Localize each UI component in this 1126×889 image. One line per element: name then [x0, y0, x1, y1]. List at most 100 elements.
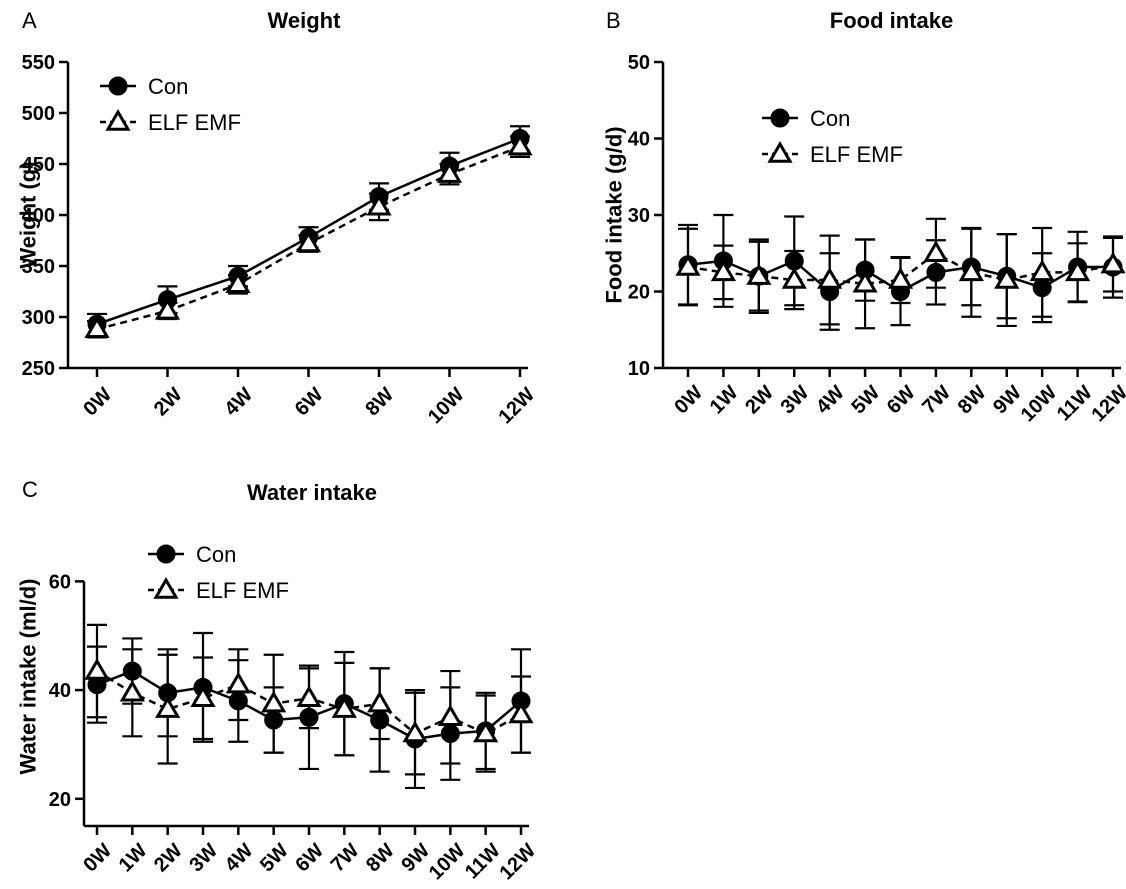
point-b-elf-emf-8w	[958, 259, 984, 282]
series-a-elf-emf	[84, 133, 533, 339]
point-b-elf-emf-11w	[1064, 259, 1091, 282]
chart-title-b: Food intake	[830, 8, 953, 33]
legend-label-a-con: Con	[148, 74, 188, 99]
y-tick-label-b-50: 50	[628, 52, 650, 74]
y-tick-label-a-500: 500	[22, 103, 55, 125]
x-tick-label-b-1w: 1W	[706, 382, 743, 419]
y-tick-label-a-350: 350	[22, 256, 55, 278]
point-a-elf-emf-8w	[366, 193, 392, 216]
series-a-con	[87, 125, 530, 336]
point-b-elf-emf-7w	[923, 240, 949, 262]
y-tick-label-a-300: 300	[22, 307, 55, 329]
y-axis-label-b: Food intake (g/d)	[602, 126, 627, 303]
x-tick-label-a-8w: 8W	[361, 384, 398, 421]
x-tick-label-c-5w: 5W	[256, 840, 293, 877]
y-axis-label-a: Weight (g)	[16, 161, 41, 268]
point-c-elf-emf-8w	[367, 690, 393, 713]
y-axis-label-c: Water intake (ml/d)	[16, 579, 41, 775]
legend-item-b-elf-emf: ELF EMF	[762, 141, 903, 167]
series-b-elf-emf	[675, 217, 1126, 330]
legend-label-c-con: Con	[196, 542, 236, 567]
y-tick-label-c-60: 60	[49, 571, 71, 593]
legend-label-a-elf-emf: ELF EMF	[148, 110, 241, 135]
legend-marker-a-elf-emf	[105, 109, 131, 131]
x-tick-label-a-10w: 10W	[424, 384, 469, 429]
point-b-elf-emf-10w	[1029, 259, 1055, 282]
legend-item-a-con: Con	[100, 74, 188, 99]
x-tick-label-b-8w: 8W	[954, 382, 991, 419]
point-b-elf-emf-3w	[781, 267, 807, 289]
point-c-elf-emf-11w	[473, 720, 499, 743]
point-a-elf-emf-4w	[225, 271, 251, 294]
x-tick-label-c-6w: 6W	[291, 840, 328, 877]
legend-label-b-elf-emf: ELF EMF	[810, 142, 903, 167]
point-c-elf-emf-4w	[225, 671, 251, 694]
legend-marker-c-elf-emf	[153, 577, 179, 599]
x-tick-label-a-4w: 4W	[220, 384, 257, 421]
y-tick-label-b-10: 10	[628, 358, 650, 380]
legend-label-b-con: Con	[810, 106, 850, 131]
y-tick-label-c-40: 40	[49, 680, 71, 702]
point-c-elf-emf-3w	[190, 685, 216, 707]
point-b-elf-emf-12w	[1100, 251, 1126, 274]
x-tick-label-a-12w: 12W	[495, 384, 540, 429]
point-b-elf-emf-5w	[852, 270, 878, 293]
x-tick-label-b-11w: 11W	[1053, 382, 1097, 426]
chart-title-c: Water intake	[247, 480, 377, 505]
y-tick-label-b-30: 30	[628, 205, 650, 227]
x-tick-label-c-10w: 10W	[425, 840, 470, 885]
x-tick-label-b-3w: 3W	[777, 382, 814, 419]
panel-letter-c: C	[22, 477, 38, 502]
point-c-elf-emf-7w	[331, 696, 357, 718]
x-tick-label-b-6w: 6W	[883, 382, 920, 419]
chart-title-a: Weight	[268, 8, 342, 33]
y-tick-label-a-550: 550	[22, 52, 55, 74]
panel-letter-a: A	[22, 8, 37, 33]
point-c-elf-emf-5w	[261, 690, 287, 713]
legend-a: Con ELF EMF	[100, 74, 241, 135]
chart-panel-a: A Weight 250 300 350 400 450 500 550 Weight (g) 0W…	[16, 8, 540, 428]
point-c-elf-emf-0w	[84, 658, 110, 680]
y-tick-label-c-20: 20	[49, 789, 71, 811]
legend-marker-b-elf-emf	[767, 141, 793, 163]
point-a-elf-emf-10w	[436, 161, 463, 183]
series-c-elf-emf	[84, 623, 534, 776]
point-c-elf-emf-9w	[402, 720, 428, 743]
legend-item-c-elf-emf: ELF EMF	[148, 577, 289, 603]
point-a-elf-emf-12w	[507, 133, 533, 156]
point-b-elf-emf-4w	[817, 267, 843, 289]
point-c-elf-emf-12w	[508, 701, 534, 724]
x-tick-label-b-0w: 0W	[670, 382, 707, 419]
y-tick-label-b-20: 20	[628, 282, 650, 304]
x-tick-label-b-2w: 2W	[741, 382, 778, 419]
point-c-elf-emf-2w	[155, 696, 181, 718]
y-tick-label-a-400: 400	[22, 205, 55, 227]
chart-panel-b: B Food intake 10 20 30 40 50 Food intake (g/d) 0…	[602, 8, 1126, 426]
point-b-elf-emf-9w	[994, 267, 1020, 289]
point-b-elf-emf-6w	[887, 267, 914, 289]
x-tick-label-c-2w: 2W	[150, 840, 187, 877]
point-b-elf-emf-2w	[746, 263, 772, 285]
point-c-elf-emf-10w	[437, 704, 463, 726]
point-a-elf-emf-0w	[84, 316, 110, 338]
x-tick-label-b-12w: 12W	[1088, 382, 1126, 427]
x-tick-label-c-4w: 4W	[221, 840, 258, 877]
legend-item-a-elf-emf: ELF EMF	[100, 109, 241, 135]
legend-item-c-con: Con	[148, 542, 236, 567]
x-tick-label-c-7w: 7W	[327, 840, 364, 877]
x-tick-label-a-0w: 0W	[79, 384, 116, 421]
point-b-elf-emf-1w	[710, 259, 737, 282]
point-a-elf-emf-6w	[295, 230, 322, 253]
x-tick-label-a-6w: 6W	[291, 384, 328, 421]
legend-b: Con ELF EMF	[762, 106, 903, 167]
chart-panel-c: C Water intake 20 40 60 Water intake (ml/d) 0W…	[16, 477, 541, 884]
x-tick-label-c-0w: 0W	[79, 840, 116, 877]
x-tick-label-c-12w: 12W	[496, 840, 541, 885]
y-tick-label-a-250: 250	[22, 358, 55, 380]
y-tick-label-b-40: 40	[628, 129, 650, 151]
x-tick-label-a-2w: 2W	[150, 384, 187, 421]
x-tick-label-b-7w: 7W	[918, 382, 955, 419]
legend-marker-c-con	[156, 544, 176, 564]
point-c-elf-emf-6w	[296, 685, 322, 707]
